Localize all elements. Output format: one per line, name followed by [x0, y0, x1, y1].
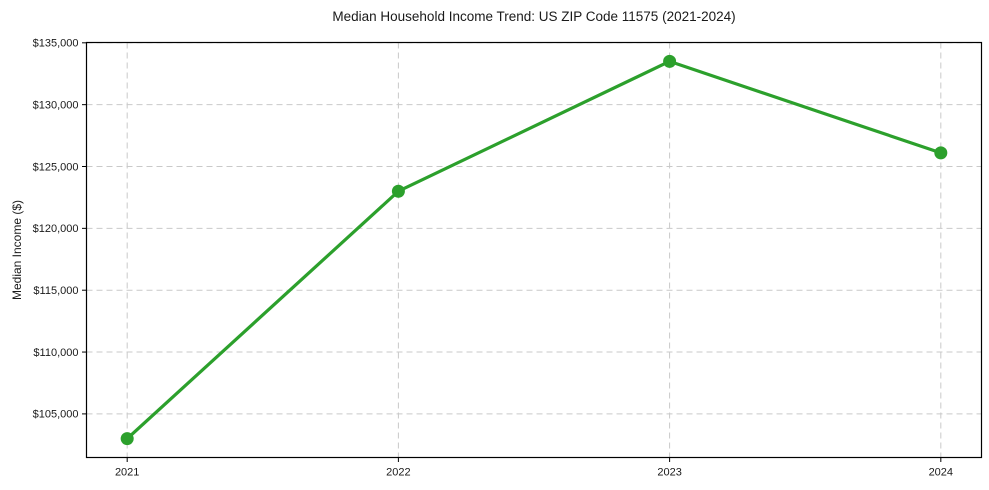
x-tick-label: 2024	[929, 467, 953, 479]
x-tick-label: 2023	[657, 467, 681, 479]
y-tick-label: $105,000	[33, 409, 79, 421]
y-axis-label: Median Income ($)	[10, 200, 24, 300]
y-tick-label: $120,000	[33, 223, 79, 235]
data-point-2021	[120, 432, 134, 446]
y-tick-label: $135,000	[33, 38, 79, 50]
y-tick-label: $130,000	[33, 99, 79, 111]
trend-line	[125, 59, 943, 441]
data-point-2024	[934, 146, 948, 160]
y-tick-label: $115,000	[33, 285, 78, 297]
x-tick-label: 2021	[115, 467, 139, 479]
data-point-2023	[663, 54, 677, 68]
plot-area: $105,000 $110,000 $115,000 $120,000 $125,000…	[33, 38, 983, 479]
chart-title: Median Household Income Trend: US ZIP Co…	[332, 9, 735, 24]
y-tick-label: $110,000	[33, 347, 78, 359]
y-tick-label: $125,000	[33, 161, 79, 173]
data-point-2022	[391, 184, 405, 198]
x-tick-label: 2022	[386, 467, 410, 479]
plot-border	[85, 41, 983, 459]
